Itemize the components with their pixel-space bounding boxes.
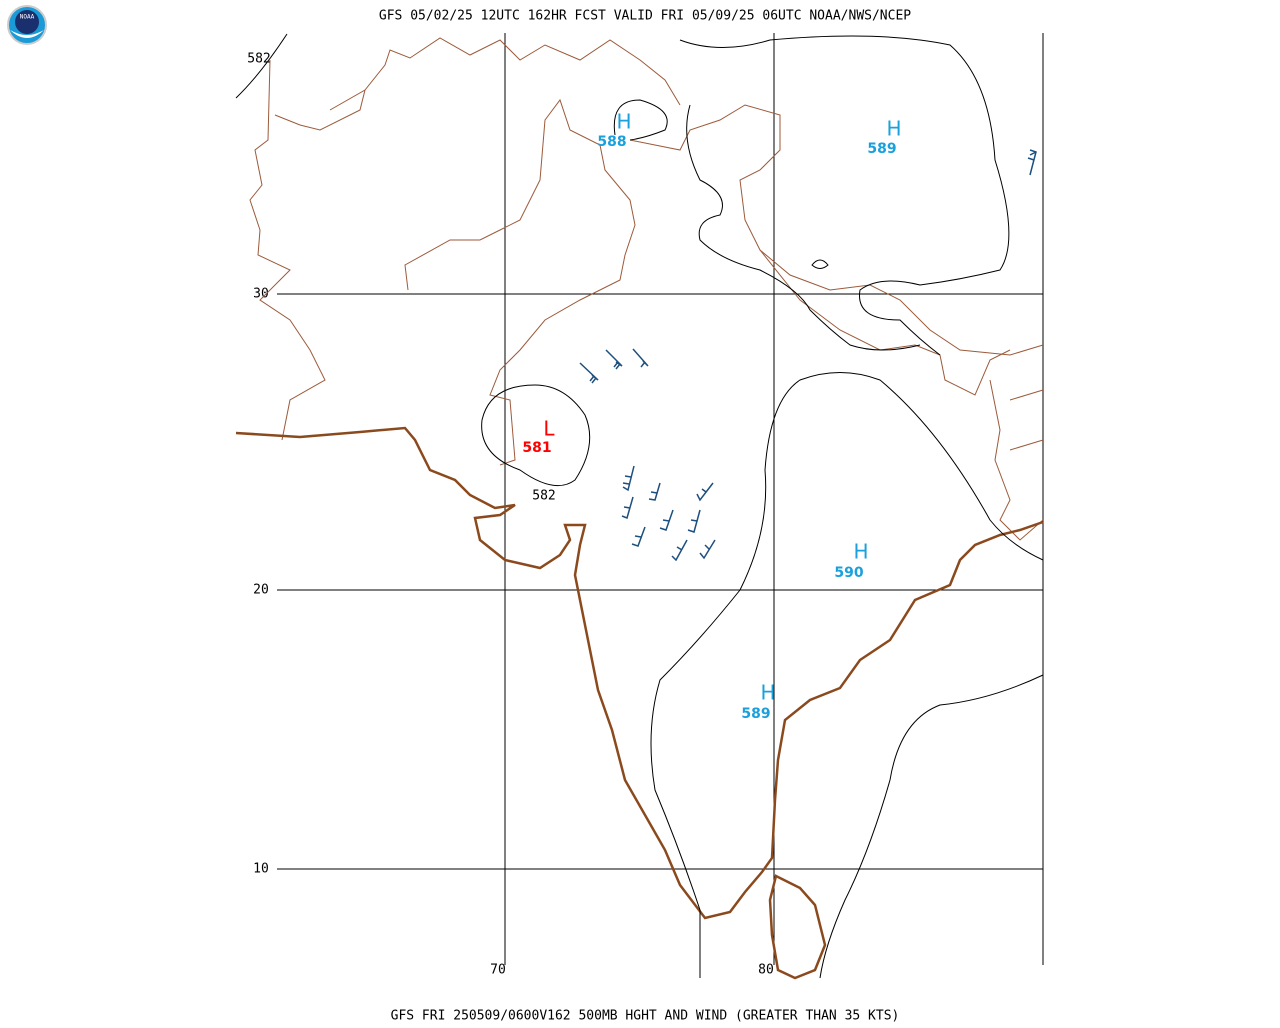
high-symbol: H [616, 110, 631, 134]
footer-caption: GFS FRI 250509/0600V162 500MB HGHT AND W… [391, 1009, 900, 1024]
lat-label: 30 [253, 287, 269, 302]
contours [235, 33, 1044, 979]
grid [277, 33, 1044, 965]
high-value: 589 [741, 706, 770, 722]
pressure-systems: H 588 H 589 L 581 H 590 H 589 [522, 110, 901, 723]
high-value: 590 [834, 565, 863, 581]
low-symbol: L [543, 417, 555, 441]
coastline [235, 426, 1044, 980]
logo-text: NOAA [20, 14, 35, 21]
high-value: 589 [867, 141, 896, 157]
lat-label: 20 [253, 583, 269, 598]
low-value: 581 [522, 440, 551, 456]
title: GFS 05/02/25 12UTC 162HR FCST VALID FRI … [379, 9, 911, 24]
high-value: 588 [597, 134, 626, 150]
high-symbol: H [886, 117, 901, 141]
high-symbol: H [853, 540, 868, 564]
contour-label: 582 [532, 489, 555, 504]
borders [249, 37, 1044, 541]
high-symbol: H [760, 681, 775, 705]
lon-label: 80 [758, 963, 774, 978]
lat-label: 10 [253, 862, 269, 877]
wind-barbs [579, 149, 1037, 562]
noaa-logo: NOAA [7, 5, 47, 45]
contour-label: 582 [247, 52, 270, 67]
lon-label: 70 [490, 963, 506, 978]
